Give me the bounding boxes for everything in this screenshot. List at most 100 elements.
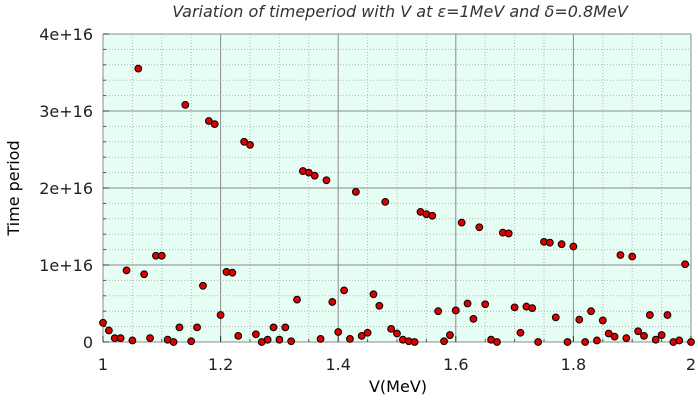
- data-point: [428, 211, 437, 220]
- data-point: [628, 252, 637, 261]
- data-point: [440, 337, 448, 346]
- data-points: [99, 64, 695, 346]
- data-point: [575, 315, 584, 324]
- data-point: [175, 323, 184, 332]
- data-point: [451, 306, 460, 315]
- data-point: [681, 260, 690, 269]
- data-point: [281, 323, 290, 332]
- data-point: [634, 327, 642, 336]
- data-point: [269, 323, 278, 332]
- data-point: [169, 338, 178, 346]
- data-point: [557, 240, 566, 249]
- x-axis-title: V(MeV): [369, 377, 427, 396]
- data-point: [569, 242, 578, 251]
- data-point: [369, 290, 378, 299]
- data-point: [357, 331, 366, 340]
- data-point: [263, 335, 272, 344]
- data-point: [393, 329, 401, 338]
- data-point: [534, 338, 543, 346]
- data-point: [469, 315, 478, 323]
- data-point: [340, 286, 348, 295]
- y-tick-labels: 0 1e+16 2e+16 3e+16 4e+16: [39, 25, 93, 352]
- data-point: [687, 338, 695, 346]
- data-point: [381, 197, 390, 206]
- data-point: [199, 281, 207, 290]
- data-point: [316, 335, 325, 343]
- data-point: [140, 270, 149, 279]
- data-point: [287, 337, 296, 346]
- data-point: [351, 187, 360, 196]
- data-point: [481, 300, 490, 309]
- y-tick-label: 2e+16: [39, 179, 93, 198]
- data-point: [293, 295, 301, 304]
- data-point: [334, 328, 343, 336]
- data-point: [581, 338, 590, 346]
- y-tick-label: 4e+16: [39, 25, 93, 44]
- data-point: [346, 335, 354, 343]
- data-point: [622, 334, 631, 343]
- y-tick-label: 3e+16: [39, 102, 93, 121]
- data-point: [657, 331, 666, 339]
- x-tick-label: 1.2: [208, 355, 233, 374]
- data-point: [99, 318, 107, 327]
- data-point: [228, 268, 237, 277]
- data-point: [134, 64, 143, 73]
- data-point: [616, 251, 625, 259]
- data-point: [457, 218, 466, 227]
- data-point: [216, 311, 225, 319]
- data-point: [463, 299, 472, 308]
- data-point: [610, 332, 619, 341]
- data-point: [187, 337, 196, 346]
- data-point: [434, 307, 443, 316]
- data-point: [593, 336, 601, 345]
- data-point: [640, 331, 648, 340]
- data-point: [387, 325, 396, 333]
- data-point: [587, 307, 595, 316]
- data-point: [375, 301, 384, 310]
- data-point: [251, 330, 260, 339]
- x-tick-labels: 1 1.2 1.4 1.6 1.8 2: [98, 355, 696, 374]
- data-point: [304, 168, 313, 177]
- data-point: [528, 304, 537, 313]
- data-point: [645, 311, 654, 319]
- data-point: [510, 303, 519, 312]
- data-point: [116, 334, 125, 343]
- data-point: [363, 328, 372, 337]
- x-tick-label: 1.4: [325, 355, 350, 374]
- data-point: [598, 316, 607, 325]
- x-tick-label: 1: [98, 355, 108, 374]
- data-point: [322, 176, 331, 185]
- data-point: [516, 328, 525, 337]
- data-point: [128, 336, 137, 345]
- y-tick-label: 0: [83, 333, 93, 352]
- y-tick-label: 1e+16: [39, 256, 93, 275]
- data-point: [563, 338, 572, 346]
- data-point: [493, 338, 501, 346]
- data-point: [210, 120, 219, 128]
- x-tick-label: 1.6: [443, 355, 468, 374]
- data-point: [446, 331, 454, 339]
- data-point: [193, 323, 201, 332]
- data-point: [504, 229, 513, 238]
- data-point: [146, 334, 154, 343]
- data-point: [310, 171, 319, 180]
- x-tick-label: 2: [686, 355, 696, 374]
- data-point: [604, 329, 613, 338]
- data-point: [157, 251, 166, 260]
- data-point: [663, 311, 672, 319]
- y-axis-title: Time period: [4, 140, 23, 236]
- chart-title: Variation of timeperiod with V at ε=1MeV…: [172, 2, 629, 21]
- data-point: [545, 238, 554, 247]
- data-point: [234, 331, 243, 340]
- data-point: [240, 137, 249, 146]
- data-point: [246, 140, 254, 149]
- data-point: [410, 338, 419, 346]
- data-point: [204, 117, 213, 125]
- data-point: [328, 298, 337, 306]
- data-point: [122, 266, 131, 275]
- data-point: [104, 326, 113, 335]
- data-point: [475, 223, 484, 232]
- data-point: [675, 336, 684, 345]
